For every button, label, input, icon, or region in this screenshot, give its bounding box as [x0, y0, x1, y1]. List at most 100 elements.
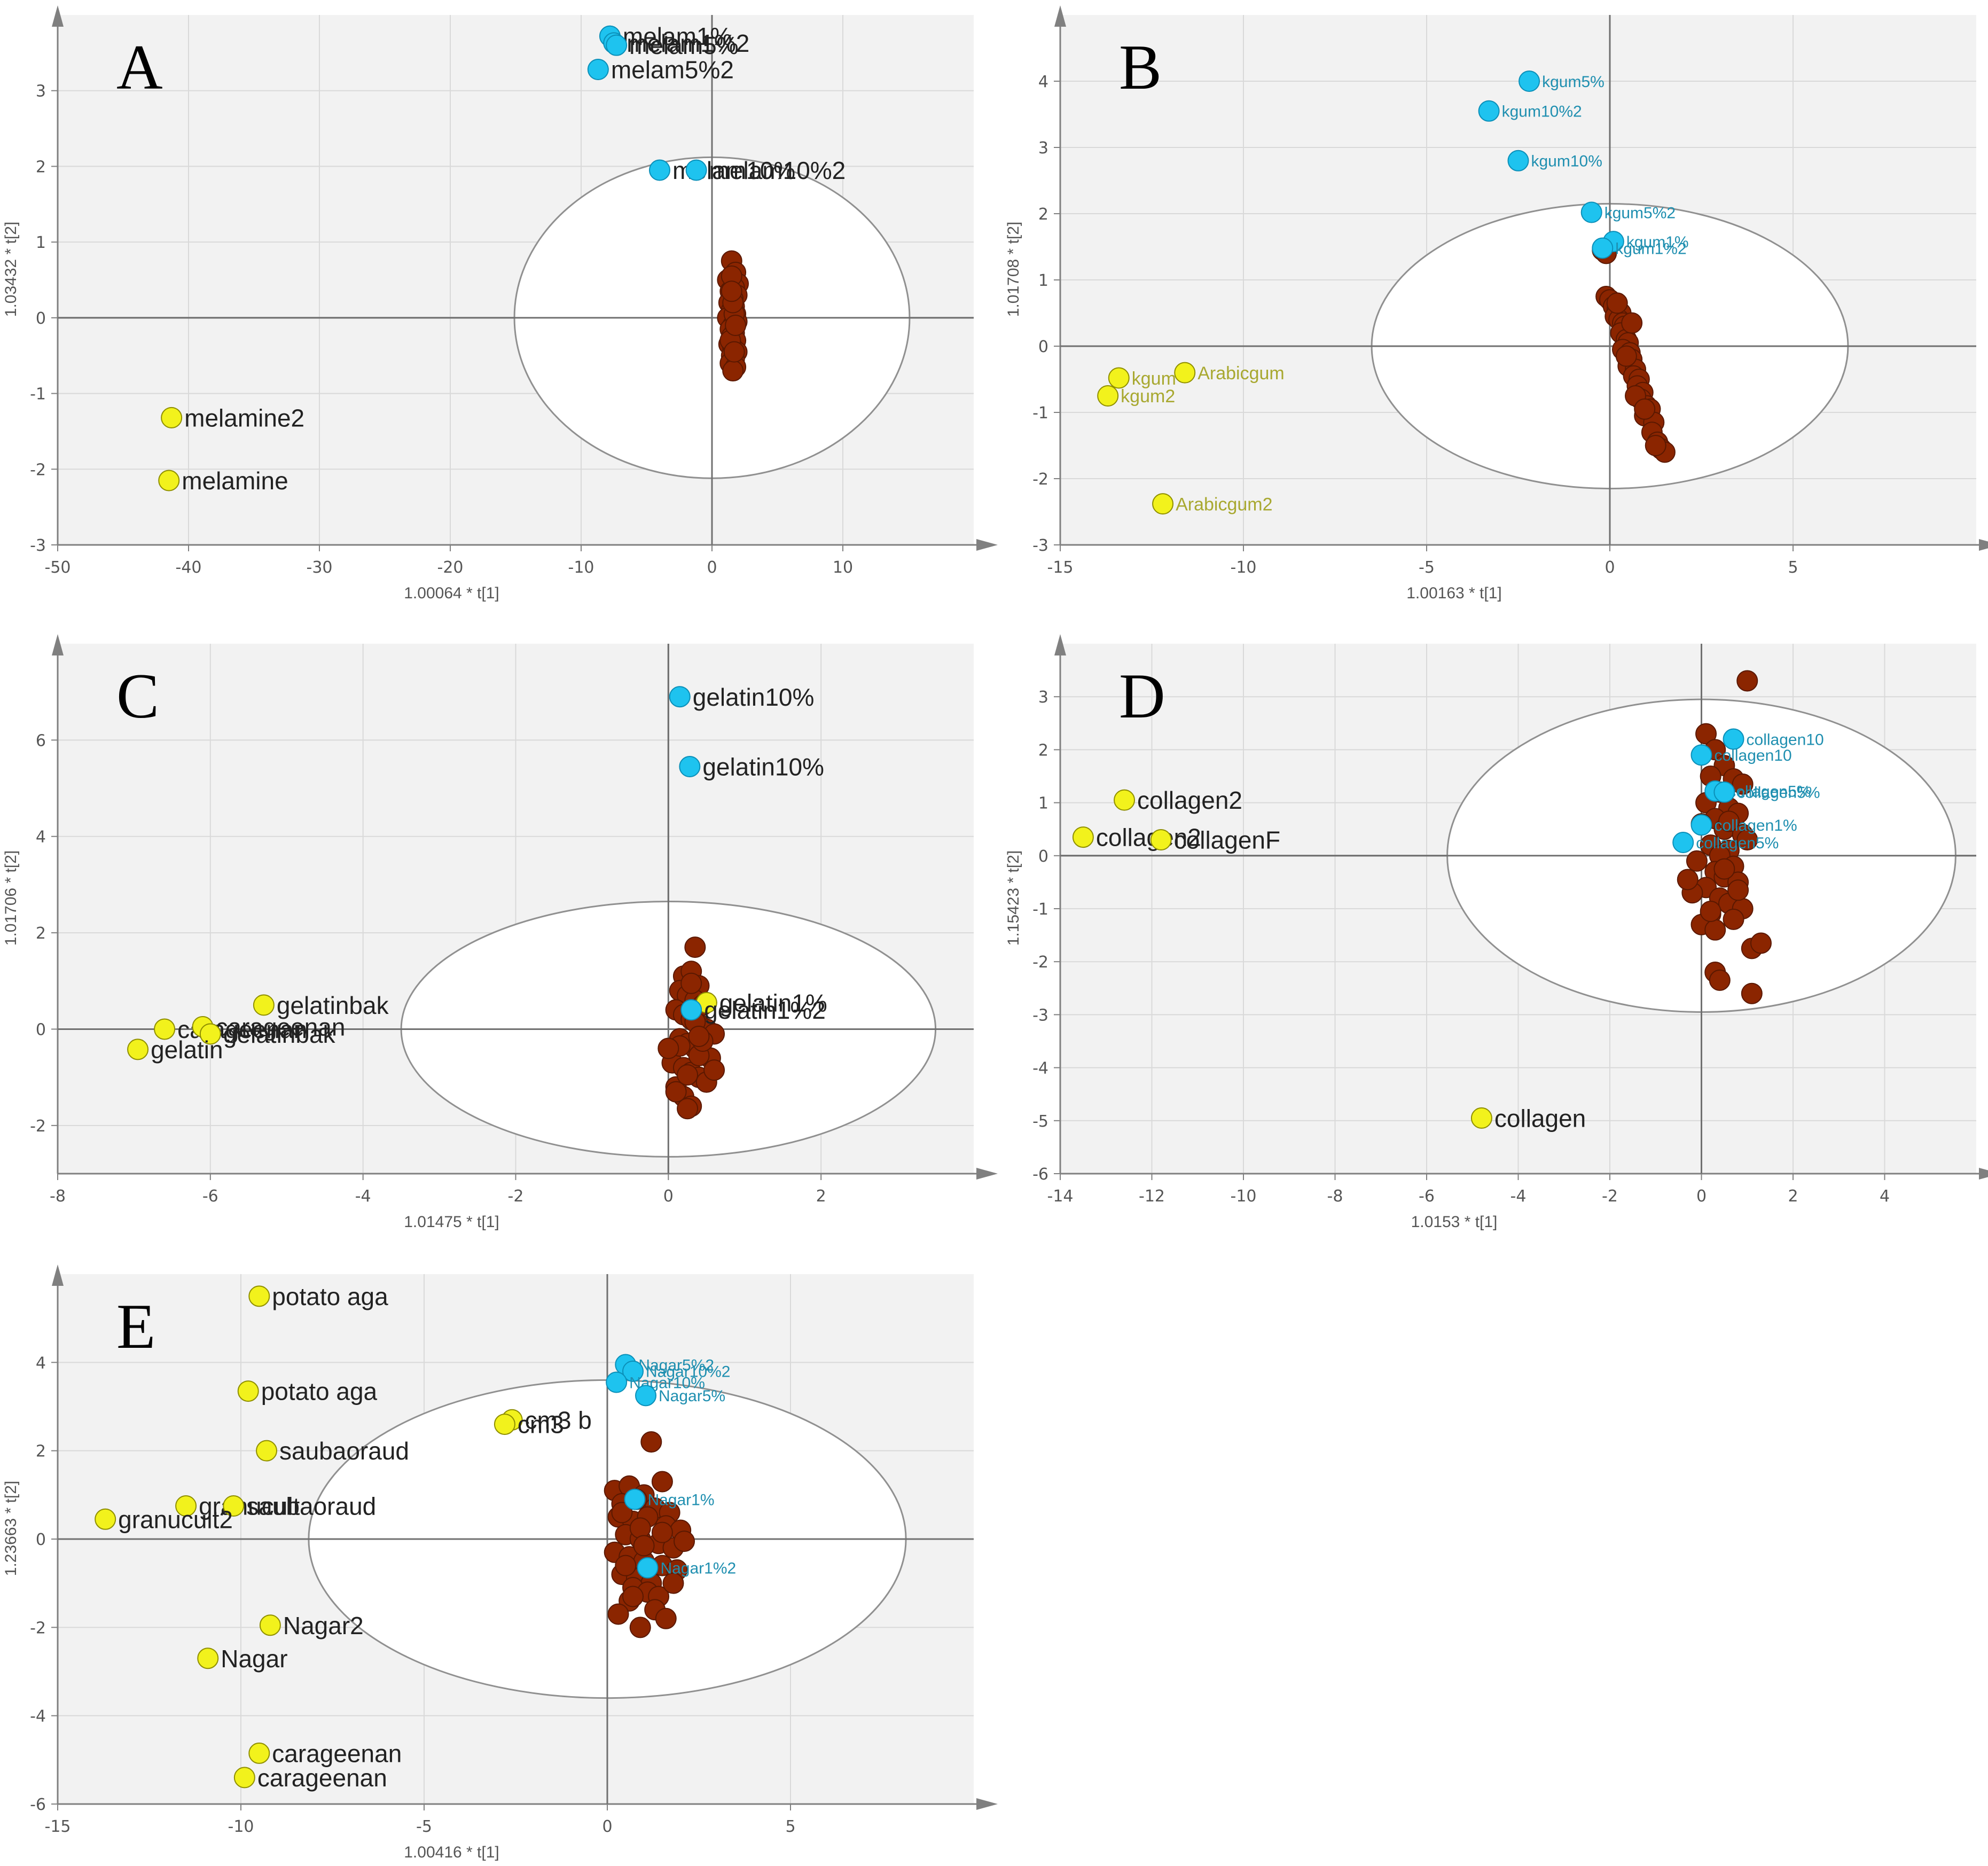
y-tick-label: -3: [1032, 536, 1048, 555]
point-label: Nagar: [221, 1645, 287, 1673]
adulterant-point: [95, 1508, 116, 1530]
y-tick-label: 1: [1038, 794, 1048, 813]
adulterated-sample-point: [669, 686, 691, 708]
adulterated-sample-point: [622, 1360, 644, 1382]
y-tick-label: 1: [36, 233, 46, 252]
adulterated-sample-point: [1672, 832, 1694, 853]
sample-point: [1606, 292, 1628, 314]
point-label: gelatin1%: [719, 989, 827, 1017]
point-label: Arabicgum: [1198, 363, 1285, 384]
point-label: collagen5%: [1728, 783, 1811, 801]
point-label: kgum10%2: [1502, 103, 1582, 121]
point-label: gelatinbak: [277, 991, 389, 1019]
adulterated-sample-point: [1519, 71, 1540, 92]
y-tick-label: 0: [36, 1020, 46, 1039]
y-tick-label: 4: [36, 1354, 46, 1372]
point-label: gelatin: [151, 1036, 223, 1064]
x-tick-label: -6: [202, 1187, 218, 1206]
point-label: cm3: [518, 1411, 564, 1439]
x-axis-arrow-icon: [976, 539, 998, 551]
sample-point: [622, 1586, 644, 1607]
y-tick-label: -2: [1032, 953, 1048, 972]
adulterated-sample-point: [1713, 781, 1735, 803]
adulterated-sample-point: [679, 755, 701, 777]
y-tick-label: -5: [1032, 1112, 1048, 1131]
x-tick-label: 2: [1788, 1187, 1798, 1206]
point-label: collagen5%: [1696, 834, 1779, 852]
point-label: Arabicgum2: [1176, 494, 1272, 514]
x-tick-label: -12: [1139, 1187, 1165, 1206]
panel-e: -15 -10 -5 0 5 -6 -4 -2 0 2 4 1.00416 * t[1] 1.23663…: [2, 1264, 998, 1861]
x-tick-label: -2: [508, 1187, 524, 1206]
sample-point: [1634, 398, 1656, 420]
sample-point: [1615, 345, 1637, 367]
y-tick-label: -2: [30, 1619, 46, 1637]
y-tick-label: 0: [1038, 847, 1048, 866]
x-tick-label: 2: [816, 1187, 826, 1206]
point-label: saubaoraud: [246, 1493, 376, 1520]
sample-point: [629, 1517, 651, 1539]
point-label: melam5%2: [611, 56, 734, 84]
point-label: Nagar2: [283, 1612, 364, 1639]
adulterant-point: [1108, 367, 1130, 389]
adulterated-sample-point: [680, 999, 702, 1021]
x-tick-label: -40: [176, 558, 202, 577]
y-tick-label: 2: [36, 158, 46, 176]
sample-point: [662, 1572, 684, 1594]
point-label: carageenan: [216, 1013, 346, 1041]
sample-point: [684, 936, 706, 958]
point-label: Nagar5%: [659, 1387, 725, 1405]
adulterated-sample-point: [1580, 201, 1602, 223]
adulterant-point: [197, 1648, 219, 1669]
y-tick-label: -3: [30, 536, 46, 555]
point-label: gelatin1%2: [704, 996, 826, 1024]
adulterated-sample-point: [685, 159, 707, 181]
x-tick-label: -14: [1047, 1187, 1074, 1206]
x-tick-label: -30: [307, 558, 333, 577]
adulterant-point: [1150, 829, 1172, 851]
y-tick-label: -1: [1032, 404, 1048, 423]
adulterated-sample-point: [637, 1557, 659, 1579]
x-axis-arrow-icon: [976, 1168, 998, 1180]
sample-point: [1741, 982, 1763, 1004]
y-axis-title: 1.03432 * t[2]: [2, 222, 20, 317]
x-tick-label: -10: [1231, 558, 1257, 577]
y-tick-label: -4: [30, 1707, 46, 1726]
sample-point: [1736, 829, 1758, 851]
x-tick-label: 5: [1788, 558, 1798, 577]
x-axis-arrow-icon: [1979, 539, 1988, 551]
y-tick-label: 0: [1038, 338, 1048, 356]
adulterant-point: [259, 1614, 281, 1636]
y-axis-arrow-icon: [1054, 5, 1066, 27]
point-label: collagen: [1494, 1104, 1586, 1132]
point-label: collagenF: [1174, 826, 1280, 854]
sample-point: [633, 1535, 655, 1557]
point-label: kgum2: [1121, 386, 1175, 407]
x-tick-label: 0: [1696, 1187, 1707, 1206]
point-label: collagen2: [1096, 824, 1201, 852]
point-label: collagen10: [1747, 731, 1824, 748]
adulterated-sample-point: [1592, 237, 1614, 259]
y-tick-label: 6: [36, 731, 46, 750]
point-label: collagen1%: [1715, 817, 1797, 834]
x-tick-label: -50: [45, 558, 71, 577]
x-tick-label: -8: [50, 1187, 66, 1206]
sample-point: [1695, 723, 1717, 745]
adulterated-sample-point: [1478, 100, 1500, 122]
point-label: melam1%: [623, 22, 732, 50]
adulterated-sample-point: [1723, 728, 1744, 750]
x-tick-label: -15: [45, 1817, 71, 1836]
x-axis-arrow-icon: [1979, 1168, 1988, 1180]
x-tick-label: 4: [1880, 1187, 1890, 1206]
x-axis-title: 1.01475 * t[1]: [404, 1213, 499, 1231]
y-tick-label: -2: [1032, 470, 1048, 489]
point-label: melam10%2: [709, 157, 846, 184]
y-tick-label: -1: [30, 385, 46, 404]
point-label: melam1%2: [627, 29, 749, 57]
y-axis-arrow-icon: [52, 634, 64, 655]
y-tick-label: 0: [36, 309, 46, 328]
sample-point: [607, 1603, 629, 1625]
adulterated-sample-point: [606, 1371, 628, 1393]
